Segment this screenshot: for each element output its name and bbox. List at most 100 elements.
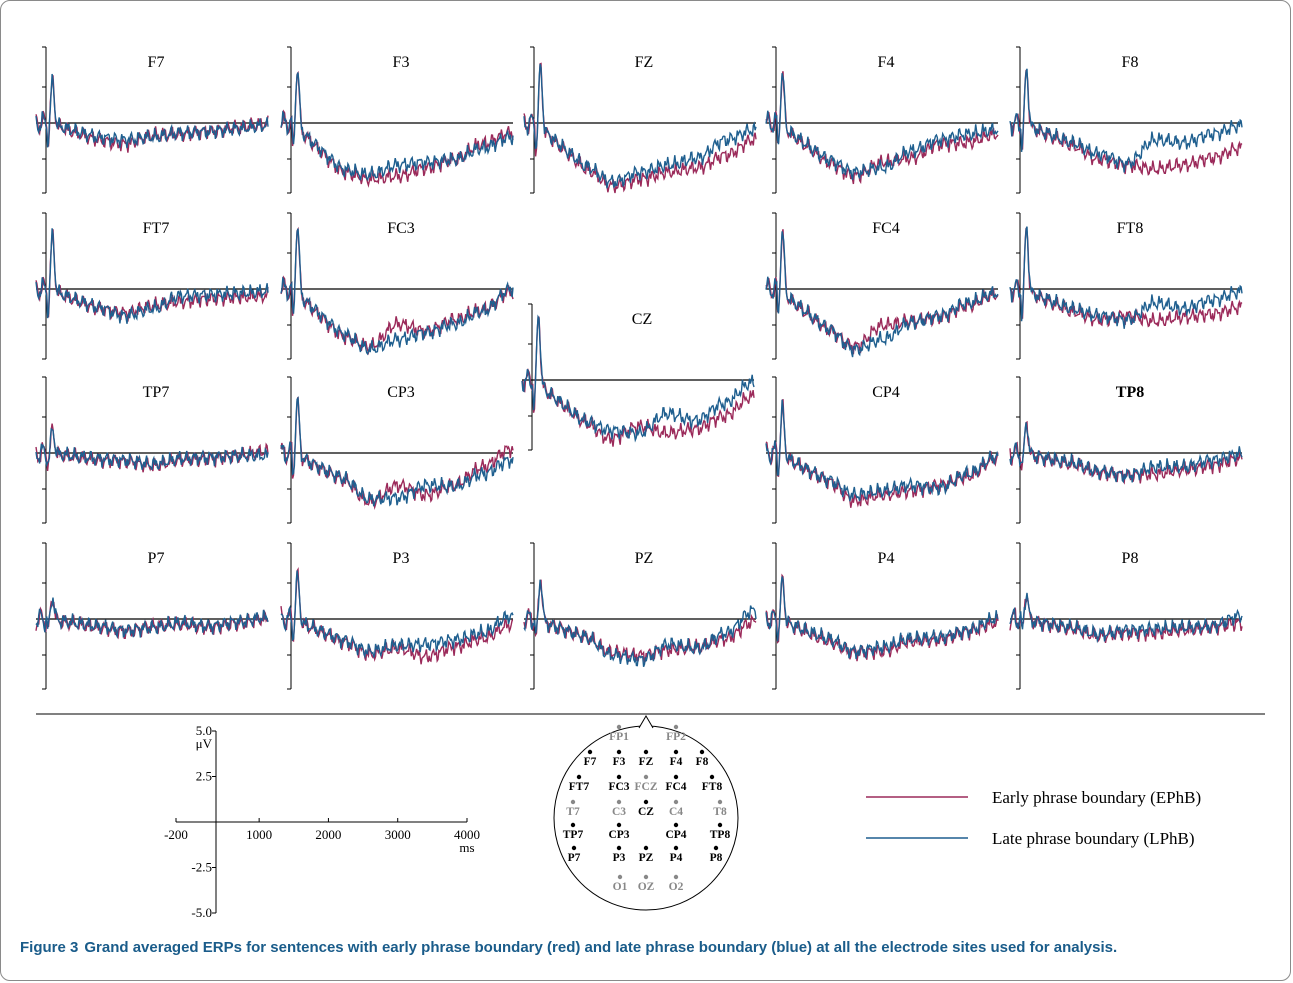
series-early-f4 (765, 71, 999, 185)
electrode-dot-f7 (587, 749, 593, 755)
electrode-label-f7: F7 (584, 756, 597, 768)
series-late-cp4 (765, 399, 999, 502)
panel-label: P7 (148, 550, 165, 567)
series-late-f4 (765, 73, 999, 181)
panel-label: CP3 (387, 384, 415, 401)
series-late-p7 (35, 597, 269, 640)
electrode-label-p4: P4 (670, 852, 683, 864)
series-early-f3 (280, 70, 514, 188)
panel-pz: PZ (523, 542, 757, 690)
electrode-dot-fc4 (673, 774, 679, 780)
scale-x-tick-label: 1000 (246, 827, 272, 842)
electrode-dot-p7 (571, 845, 577, 851)
panel-ft8: FT8 (1009, 212, 1243, 360)
electrode-dot-tp8 (717, 822, 723, 828)
series-late-fz (523, 63, 757, 189)
series-late-p4 (765, 576, 999, 660)
panel-cz: CZ (521, 303, 755, 451)
electrode-label-f3: F3 (613, 756, 626, 768)
scale-x-unit: ms (459, 840, 474, 855)
electrode-dot-fc3 (616, 774, 622, 780)
electrode-label-fc3: FC3 (608, 781, 629, 793)
legend-label-late: Late phrase boundary (LPhB) (992, 829, 1195, 848)
panel-label: P4 (878, 550, 895, 567)
electrode-dot-t7 (570, 799, 576, 805)
electrode-montage: FP1 FP2 F7 F3 FZ F4 F8 FT7 FC3 FCZ FC4 FT8 T7 C3 CZ C4 T… (553, 715, 739, 911)
electrode-label-fp1: FP1 (609, 731, 629, 743)
panel-fc4: FC4 (765, 212, 999, 360)
panel-p8: P8 (1009, 542, 1243, 690)
panel-tp8: TP8 (1009, 376, 1243, 524)
electrode-label-ft8: FT8 (702, 781, 723, 793)
electrode-label-p7: P7 (568, 852, 581, 864)
panel-f4: F4 (765, 46, 999, 194)
series-late-tp8 (1009, 422, 1243, 484)
caption-text: Grand averaged ERPs for sentences with e… (84, 939, 1118, 956)
electrode-label-fp2: FP2 (666, 731, 686, 743)
electrode-label-c3: C3 (612, 806, 626, 818)
series-late-f7 (35, 73, 269, 149)
panel-label: CP4 (872, 384, 900, 401)
panel-fz: FZ (523, 46, 757, 194)
electrode-label-oz: OZ (638, 881, 655, 893)
electrode-label-p8: P8 (710, 852, 723, 864)
electrode-label-cp3: CP3 (608, 829, 629, 841)
panel-label: PZ (635, 550, 654, 567)
series-late-fc4 (765, 231, 999, 358)
series-late-p8 (1009, 592, 1243, 644)
electrode-label-f4: F4 (670, 756, 683, 768)
legend-label-early: Early phrase boundary (EPhB) (992, 788, 1201, 807)
series-late-tp7 (35, 427, 269, 471)
series-late-fc3 (280, 228, 514, 356)
series-early-cp3 (280, 396, 514, 510)
scale-y-tick-label: 2.5 (196, 769, 212, 784)
electrode-dot-o1 (617, 874, 623, 880)
electrode-label-f8: F8 (696, 756, 709, 768)
electrode-dot-p3 (616, 845, 622, 851)
series-late-cp3 (280, 396, 514, 507)
electrode-label-cp4: CP4 (665, 829, 686, 841)
series-early-pz (523, 579, 757, 666)
panel-label: FZ (635, 54, 654, 71)
series-early-p3 (280, 567, 514, 665)
electrode-dot-p4 (673, 845, 679, 851)
scale-y-tick-label: 5.0 (196, 723, 212, 738)
panel-p4: P4 (765, 542, 999, 690)
electrode-label-ft7: FT7 (569, 781, 590, 793)
electrode-dot-c3 (616, 799, 622, 805)
legend: Early phrase boundary (EPhB) Late phrase … (866, 788, 1201, 848)
series-late-f8 (1009, 68, 1243, 173)
electrode-dot-t8 (717, 799, 723, 805)
panel-p7: P7 (35, 542, 269, 690)
electrode-label-tp7: TP7 (563, 829, 584, 841)
nose-marker (638, 715, 654, 729)
electrode-dot-ft7 (576, 774, 582, 780)
electrode-dot-f4 (673, 749, 679, 755)
electrode-label-fcz: FCZ (635, 781, 658, 793)
panel-f3: F3 (280, 46, 514, 194)
figure-caption: Figure 3 Grand averaged ERPs for sentence… (20, 938, 1270, 957)
scale-x-tick-label: -200 (164, 827, 188, 842)
caption-label: Figure 3 (20, 939, 79, 956)
electrode-label-o2: O2 (669, 881, 684, 893)
panel-label: F4 (878, 54, 895, 71)
panel-fc3: FC3 (280, 212, 514, 360)
panel-label: F7 (148, 54, 165, 71)
electrode-label-p3: P3 (613, 852, 626, 864)
panel-label: F3 (393, 54, 410, 71)
panel-cp4: CP4 (765, 376, 999, 524)
electrode-dot-c4 (673, 799, 679, 805)
electrode-dot-cp4 (673, 822, 679, 828)
electrode-label-o1: O1 (613, 881, 628, 893)
electrode-dot-cp3 (616, 822, 622, 828)
electrode-label-fz: FZ (639, 756, 654, 768)
panel-ft7: FT7 (35, 212, 269, 360)
series-early-fc4 (765, 229, 999, 355)
series-late-f3 (280, 72, 514, 182)
series-early-p4 (765, 573, 999, 662)
electrode-label-t7: T7 (566, 806, 580, 818)
electrode-dot-tp7 (570, 822, 576, 828)
series-early-cz (521, 316, 755, 447)
scale-y-tick-label: -2.5 (191, 860, 212, 875)
